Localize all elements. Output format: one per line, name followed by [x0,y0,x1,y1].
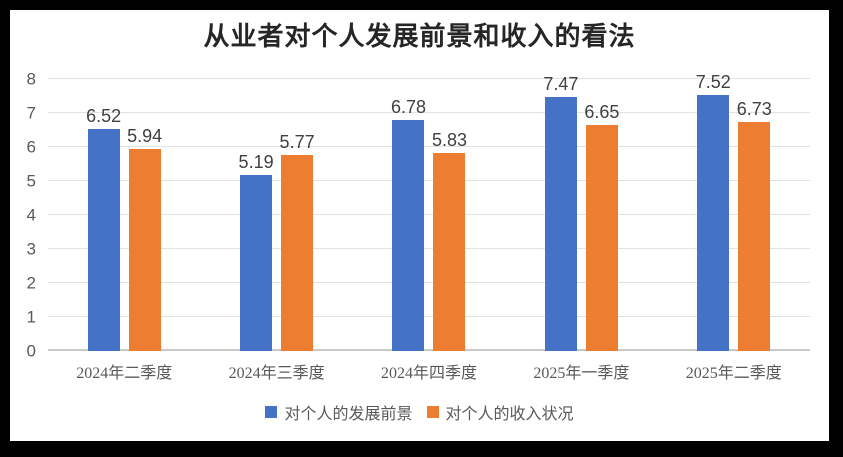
gridline [48,282,810,283]
y-axis-tick-label: 6 [26,137,36,157]
y-axis-tick-label: 1 [26,307,36,327]
legend-label: 对个人的发展前景 [284,406,413,423]
gridline [48,112,810,113]
legend-item: 对个人的发展前景 [265,400,413,424]
y-axis-tick-label: 5 [26,171,36,191]
x-axis-label: 2024年二季度 [76,365,173,382]
bar-value-label: 7.47 [543,74,579,95]
bar-group: 5.19 5.77 [200,79,352,351]
bar-series-1: 6.73 [737,100,772,351]
y-axis-tick-label: 0 [26,341,36,361]
x-axis-label: 2024年四季度 [380,365,477,382]
gridline [48,316,810,317]
gridline [48,214,810,215]
bar-series-0: 7.47 [543,75,578,351]
bar-series-0: 6.78 [391,98,426,351]
gridline [48,180,810,181]
chart-title: 从业者对个人发展前景和收入的看法 [203,22,636,51]
legend-label: 对个人的收入状况 [445,406,574,423]
bar-value-label: 6.73 [736,99,772,120]
bar-series-0: 5.19 [239,153,274,351]
y-axis-tick-label: 4 [26,205,36,225]
x-axis-label: 2025年一季度 [533,365,630,382]
bar-group: 6.78 5.83 [353,79,505,351]
x-axis-line [48,349,810,351]
bar-value-label: 7.52 [695,72,731,93]
bar-series-1: 6.65 [584,103,619,351]
y-axis-tick-label: 2 [26,273,36,293]
legend: 对个人的发展前景 对个人的收入状况 [10,400,829,424]
bar-value-label: 5.94 [127,126,163,147]
bar-value-label: 5.77 [279,131,315,152]
y-axis: 0 1 2 3 4 5 6 7 8 [10,71,40,360]
bar-series-1: 5.83 [432,131,467,351]
y-axis-tick-label: 8 [26,69,36,89]
bar-group: 7.47 6.65 [505,75,657,351]
bar-value-label: 5.19 [238,151,274,172]
bar-value-label: 6.78 [390,97,427,118]
y-axis-tick-label: 3 [26,239,36,259]
y-axis-tick-label: 7 [26,103,36,123]
bar-group: 6.52 5.94 [48,79,200,351]
bar-group: 7.52 6.73 [658,73,810,351]
bar-value-label: 6.52 [86,106,122,127]
bar-series-1: 5.77 [280,133,315,351]
bar-series-0: 7.52 [696,73,731,351]
legend-item: 对个人的收入状况 [426,400,574,424]
bar-series-0: 6.52 [86,107,121,351]
legend-swatch-icon [426,406,439,418]
bar-series-1: 5.94 [127,127,162,351]
bar-value-label: 6.65 [584,101,620,122]
x-axis: 2024年二季度 2024年三季度 2024年四季度 2025年一季度 2025年二季度 [48,359,810,383]
x-axis-label: 2024年三季度 [228,365,325,382]
plot-area: 6.52 5.94 5.19 5.77 6.78 5.83 7.47 6.65 7.52 6.73 [48,73,810,351]
gridline [48,248,810,249]
legend-swatch-icon [265,406,278,418]
gridline [48,146,810,147]
x-axis-label: 2025年二季度 [685,365,782,382]
bar-value-label: 5.83 [431,129,468,150]
gridline [48,78,810,79]
